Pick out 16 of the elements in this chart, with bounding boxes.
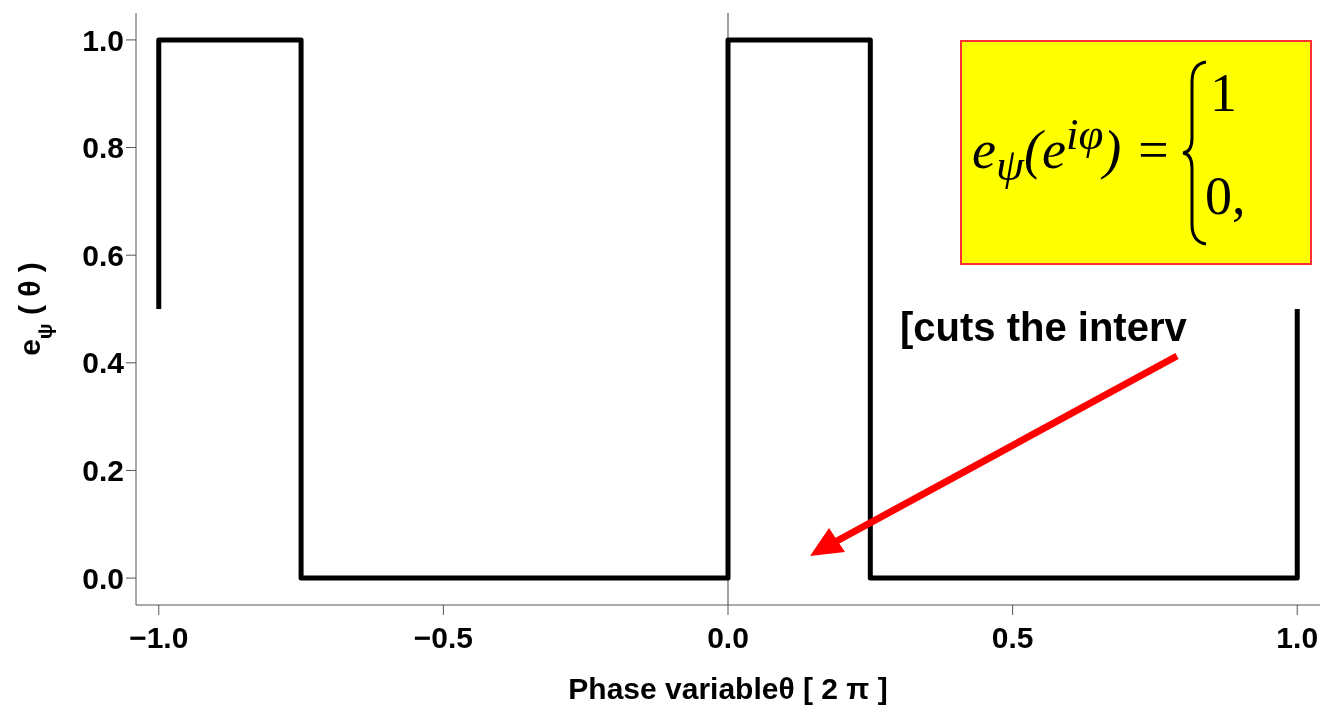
y-tick-label: 1.0 — [82, 23, 124, 57]
x-tick-label: 0.0 — [707, 621, 749, 655]
y-tick-label: 0.0 — [82, 561, 124, 595]
y-tick-label: 0.6 — [82, 238, 124, 272]
y-tick-label: 0.4 — [82, 346, 125, 380]
y-tick-label: 0.8 — [82, 131, 124, 165]
x-tick-label: −0.5 — [413, 621, 473, 655]
x-axis-title: Phase variableθ [ 2 π ] — [568, 672, 888, 705]
x-tick-label: −1.0 — [129, 621, 189, 655]
annotation: e$_{ψ}$(e$^{iφ}$) = — [972, 108, 1172, 191]
annotation: [cuts the interv — [900, 305, 1187, 350]
x-tick-label: 1.0 — [1276, 621, 1319, 655]
x-tick-label: 0.5 — [991, 621, 1034, 655]
annotation: 1 — [1210, 62, 1237, 124]
annotation: 0, — [1205, 165, 1246, 227]
y-tick-label: 0.2 — [82, 454, 124, 488]
